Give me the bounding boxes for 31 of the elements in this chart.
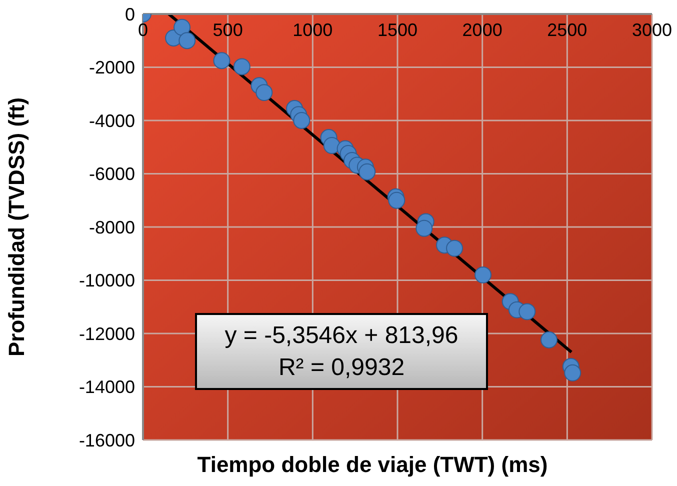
point xyxy=(213,52,230,70)
y-axis-title: Profundidad (TVDSS) (ft) xyxy=(4,97,29,357)
point xyxy=(388,192,406,209)
point xyxy=(518,303,536,320)
annotation: R² = 0,9932 xyxy=(278,352,405,382)
annotation: y = -5,3546x + 813,96 xyxy=(224,320,458,350)
x-tick-label: 0 xyxy=(138,20,148,40)
point xyxy=(446,240,463,257)
point xyxy=(564,364,582,382)
y-tick-label: -14000 xyxy=(78,377,135,398)
point xyxy=(416,220,433,237)
point xyxy=(174,18,190,36)
x-tick-label: 500 xyxy=(212,20,243,40)
y-tick-label: -2000 xyxy=(88,58,135,78)
point xyxy=(323,137,340,154)
y-tick-label: -4000 xyxy=(88,110,135,131)
point xyxy=(358,163,376,180)
x-axis-title: Tiempo doble de viaje (TWT) (ms) xyxy=(196,452,549,478)
y-tick-label: -10000 xyxy=(78,270,135,291)
x-tick-label: 1000 xyxy=(292,20,333,40)
point xyxy=(474,266,492,284)
y-tick-label: -16000 xyxy=(78,430,135,450)
point xyxy=(293,112,310,129)
point xyxy=(256,84,273,102)
point xyxy=(540,331,558,348)
y-tick-label: -8000 xyxy=(88,217,135,238)
y-tick-label: -6000 xyxy=(88,164,135,184)
y-tick-label: 0 xyxy=(124,4,135,24)
y-tick-label: -12000 xyxy=(78,324,135,344)
point xyxy=(233,58,250,76)
point xyxy=(178,32,196,50)
